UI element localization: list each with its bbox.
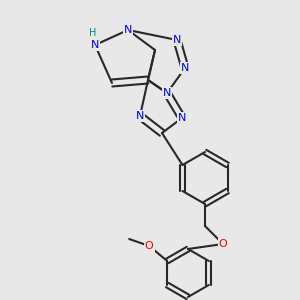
Text: N: N xyxy=(178,113,186,123)
Text: O: O xyxy=(219,239,227,249)
Text: N: N xyxy=(91,40,99,50)
Text: N: N xyxy=(136,111,144,121)
Text: N: N xyxy=(163,88,171,98)
Text: H: H xyxy=(89,28,97,38)
Text: O: O xyxy=(145,241,154,251)
Text: N: N xyxy=(173,35,181,45)
Text: N: N xyxy=(181,63,189,73)
Text: N: N xyxy=(124,25,132,35)
